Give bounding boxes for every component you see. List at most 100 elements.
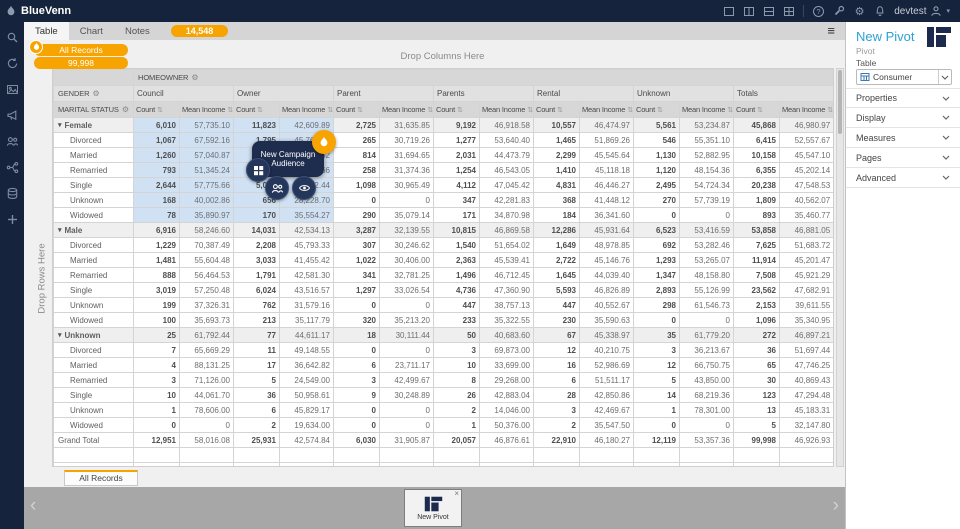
pivot-cell[interactable]: 46,826.89 [579, 282, 634, 298]
pivot-cell[interactable]: 1,293 [633, 252, 680, 268]
collapse-triangle-icon[interactable]: ▾ [58, 121, 62, 129]
pivot-row-label[interactable]: Single [53, 387, 134, 403]
pivot-cell[interactable]: 45,202.14 [778, 162, 833, 178]
pivot-cell[interactable]: 51,345.24 [179, 162, 234, 178]
pivot-cell[interactable]: 53,282.46 [679, 237, 734, 253]
pivot-cell[interactable]: 40,562.07 [778, 192, 833, 208]
add-icon[interactable] [6, 213, 19, 226]
panel-section-advanced[interactable]: Advanced [846, 168, 960, 188]
pivot-cell[interactable]: 298 [633, 297, 680, 313]
pivot-cell[interactable]: 5,593 [533, 282, 580, 298]
pivot-row-label[interactable]: Single [53, 177, 134, 193]
pivot-cell[interactable]: 88,131.25 [179, 357, 234, 373]
pivot-cell[interactable]: 55,126.99 [679, 282, 734, 298]
pivot-cell[interactable]: 14,031 [233, 222, 280, 238]
tab-table[interactable]: Table [24, 22, 69, 40]
pivot-cell[interactable]: 1,130 [633, 147, 680, 163]
pivot-measure-header[interactable]: Count ⇅ [133, 101, 180, 118]
pivot-cell[interactable]: 0 [379, 342, 434, 358]
sort-icon[interactable]: ⇅ [157, 106, 163, 114]
window-restore-icon[interactable] [723, 6, 735, 17]
dock-scroll-left-icon[interactable]: ‹ [30, 495, 37, 516]
gear-icon[interactable]: ⚙ [853, 5, 866, 18]
pivot-cell[interactable]: 41,455.42 [279, 252, 334, 268]
pivot-cell[interactable]: 51,683.72 [778, 237, 833, 253]
pivot-cell[interactable]: 68,219.36 [679, 387, 734, 403]
sort-icon[interactable]: ⇅ [357, 106, 363, 114]
pivot-cell[interactable]: 9,192 [433, 117, 480, 133]
pivot-row-label[interactable]: Divorced [53, 132, 134, 148]
pivot-cell[interactable]: 0 [679, 417, 734, 433]
pivot-cell[interactable]: 14 [633, 387, 680, 403]
sort-icon[interactable]: ⇅ [657, 106, 663, 114]
pivot-cell[interactable]: 1,229 [133, 237, 180, 253]
pivot-cell[interactable]: 5 [733, 417, 780, 433]
pivot-cell[interactable]: 31,579.16 [279, 297, 334, 313]
pivot-cell[interactable]: 66,750.75 [679, 357, 734, 373]
dock-scroll-right-icon[interactable]: › [832, 495, 839, 516]
pivot-cell[interactable]: 1,649 [533, 237, 580, 253]
vertical-scrollbar[interactable] [836, 68, 844, 467]
pivot-cell[interactable]: 42,581.30 [279, 267, 334, 283]
pivot-cell[interactable]: 61,792.44 [179, 327, 234, 343]
pivot-cell[interactable]: 51,511.17 [579, 372, 634, 388]
pivot-cell[interactable]: 762 [233, 297, 280, 313]
dashboard-action-button[interactable] [246, 158, 270, 182]
pivot-cell[interactable]: 65,669.29 [179, 342, 234, 358]
pivot-cell[interactable]: 270 [633, 192, 680, 208]
pivot-cell[interactable]: 1,096 [733, 312, 780, 328]
pivot-cell[interactable]: 34,870.98 [479, 207, 534, 223]
pivot-cell[interactable]: 29,268.00 [479, 372, 534, 388]
pivot-cell[interactable]: 1,260 [133, 147, 180, 163]
pivot-cell[interactable]: 2,153 [733, 297, 780, 313]
pivot-cell[interactable]: 77 [233, 327, 280, 343]
drop-rows-zone[interactable]: Drop Rows Here [36, 243, 48, 314]
pivot-cell[interactable]: 6,010 [133, 117, 180, 133]
help-icon[interactable]: ? [812, 5, 825, 18]
pivot-cell[interactable]: 42,883.04 [479, 387, 534, 403]
pivot-measure-header[interactable]: Mean Income ⇅ [778, 101, 833, 118]
pivot-cell[interactable]: 35,554.27 [279, 207, 334, 223]
pivot-cell[interactable]: 57,250.48 [179, 282, 234, 298]
pivot-cell[interactable]: 25,931 [233, 432, 280, 448]
pivot-cell[interactable]: 39,611.55 [778, 297, 833, 313]
pivot-measure-header[interactable]: Count ⇅ [433, 101, 480, 118]
pivot-cell[interactable]: 0 [633, 417, 680, 433]
pivot-cell[interactable]: 78 [133, 207, 180, 223]
audience-action-button[interactable] [265, 176, 289, 200]
pivot-cell[interactable]: 233 [433, 312, 480, 328]
pivot-cell[interactable]: 32,139.55 [379, 222, 434, 238]
pivot-column-group[interactable]: Parent [333, 85, 434, 102]
pivot-cell[interactable]: 53,858 [733, 222, 780, 238]
pivot-cell[interactable]: 33,026.54 [379, 282, 434, 298]
search-icon[interactable] [6, 31, 19, 44]
pivot-row-label[interactable]: ▾ Unknown [53, 327, 134, 343]
pivot-cell[interactable]: 46,918.58 [479, 117, 534, 133]
pivot-cell[interactable]: 40,552.67 [579, 297, 634, 313]
pivot-cell[interactable]: 54,724.34 [679, 177, 734, 193]
pivot-cell[interactable]: 11,914 [733, 252, 780, 268]
pivot-cell[interactable]: 67,592.16 [179, 132, 234, 148]
window-grid-icon[interactable] [783, 6, 795, 17]
pivot-cell[interactable]: 30,111.44 [379, 327, 434, 343]
sync-icon[interactable] [6, 57, 19, 70]
pivot-cell[interactable]: 37,326.31 [179, 297, 234, 313]
pivot-cell[interactable]: 58,016.08 [179, 432, 234, 448]
pivot-measure-header[interactable]: Count ⇅ [333, 101, 380, 118]
pivot-cell[interactable]: 5,561 [633, 117, 680, 133]
pivot-cell[interactable]: 10,158 [733, 147, 780, 163]
pivot-cell[interactable]: 36,341.60 [579, 207, 634, 223]
pivot-cell[interactable]: 0 [333, 342, 380, 358]
pivot-cell[interactable]: 40,683.60 [479, 327, 534, 343]
pivot-cell[interactable]: 1,277 [433, 132, 480, 148]
pivot-cell[interactable]: 31,905.87 [379, 432, 434, 448]
chevron-down-icon[interactable] [942, 135, 950, 140]
gear-icon[interactable]: ⚙ [92, 89, 100, 98]
pivot-cell[interactable]: 46,876.61 [479, 432, 534, 448]
pivot-cell[interactable]: 30,248.89 [379, 387, 434, 403]
pivot-cell[interactable]: 53,416.59 [679, 222, 734, 238]
pivot-cell[interactable]: 230 [533, 312, 580, 328]
sort-icon[interactable]: ⇅ [627, 106, 633, 114]
pivot-cell[interactable]: 18 [333, 327, 380, 343]
pivot-cell[interactable]: 47,294.48 [778, 387, 833, 403]
